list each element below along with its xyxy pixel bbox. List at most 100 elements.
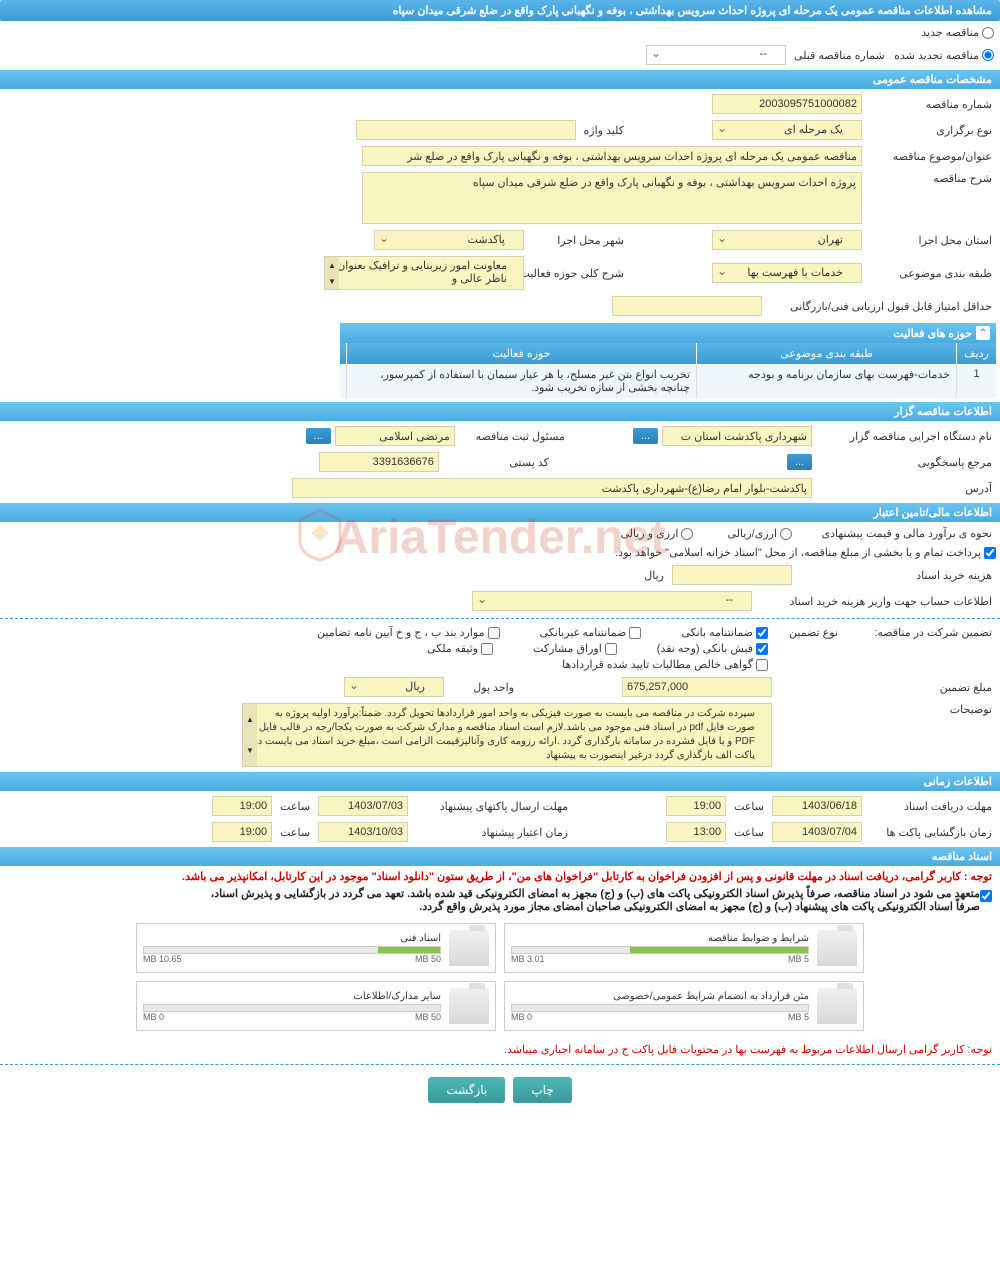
radio-new-label: مناقصه جدید [921,26,979,39]
receive-date: 1403/06/18 [772,796,862,816]
collapse-icon[interactable]: ⌃ [976,326,990,340]
cell-num: 1 [956,364,996,398]
radio-renewed-tender[interactable] [982,49,994,61]
folder-icon [817,988,857,1024]
payment-note: پرداخت تمام و یا بخشی از مبلغ مناقصه، از… [615,546,981,559]
activity-areas-title: حوزه های فعالیت [893,327,972,340]
address-label: آدرس [816,482,996,495]
time-label3: ساعت [730,826,768,839]
postal-label: کد پستی [443,456,553,469]
file-total: 50 MB [415,954,441,964]
renewed-row: مناقصه تجدید شده شماره مناقصه قبلی -- [0,42,1000,68]
separator-bottom [0,1064,1000,1065]
minscore-field[interactable] [612,296,762,316]
guarantee-type-label: نوع تضمین [772,626,842,639]
chk-property[interactable] [481,643,493,655]
file-used: 3.01 MB [511,954,545,964]
file-box-other[interactable]: سایر مدارک/اطلاعات 50 MB 0 MB [136,981,496,1031]
folder-icon [449,930,489,966]
category-select[interactable]: خدمات با فهرست بها [712,263,862,283]
file-name: سایر مدارک/اطلاعات [143,991,441,1002]
checkbox-treasury[interactable] [984,547,996,559]
remarks-field[interactable]: سپرده شرکت در مناقصه می بایست به صورت فی… [242,703,772,767]
progress-fill [630,947,808,953]
back-button[interactable]: بازگشت [428,1077,505,1103]
validity-date: 1403/10/03 [318,822,408,842]
doc-note2: متعهد می شود در اسناد مناقصه، صرفاً پذیر… [8,887,980,900]
cell-area: تخریب انواع بتن غیر مسلح، یا هر عیار سیم… [346,364,696,398]
org-name-field: شهرداری پاکدشت استان ت [662,426,812,446]
money-unit-select[interactable]: ریال [344,677,444,697]
type-select[interactable]: یک مرحله ای [712,120,862,140]
keyword-label: کلید واژه [580,124,628,137]
opening-label: زمان بازگشایی پاکت ها [866,826,996,839]
receive-time: 19:00 [666,796,726,816]
file-box-contract[interactable]: متن قرارداد به انضمام شرایط عمومی/خصوصی … [504,981,864,1031]
radio-forex[interactable] [780,528,792,540]
time-label1: ساعت [730,800,768,813]
section-organizer: اطلاعات مناقصه گزار [0,402,1000,421]
chk-bank[interactable] [756,627,768,639]
city-select[interactable]: پاکدشت [374,230,524,250]
chk-commitment[interactable] [980,890,992,902]
remarks-label: توضیحات [776,703,996,716]
activity-value: معاونت امور زیربنایی و ترافیک بعنوان ناظ… [337,260,507,285]
cell-category: خدمات-فهرست بهای سازمان برنامه و بودجه [696,364,956,398]
chk-clause[interactable] [488,627,500,639]
activity-scroll[interactable]: ▲▼ [325,257,339,289]
file-name: متن قرارداد به انضمام شرایط عمومی/خصوصی [511,991,809,1002]
table-row: 1 خدمات-فهرست بهای سازمان برنامه و بودجه… [340,364,996,398]
money-unit-label: واحد پول [448,681,518,694]
page-title: مشاهده اطلاعات مناقصه عمومی یک مرحله ای … [0,0,1000,21]
submit-label: مهلت ارسال پاکتهای پیشنهاد [412,800,572,813]
prev-number-label: شماره مناقصه قبلی [790,49,889,62]
doc-fee-unit: ریال [640,569,668,582]
doc-fee-label: هزینه خرید اسناد [796,569,996,582]
activity-field[interactable]: معاونت امور زیربنایی و ترافیک بعنوان ناظ… [324,256,524,290]
time-label4: ساعت [276,826,314,839]
radio-rial[interactable] [681,528,693,540]
desc-field: پروژه احداث سرویس بهداشتی ، بوفه و نگهبا… [362,172,862,224]
file-total: 50 MB [415,1012,441,1022]
city-label: شهر محل اجرا [528,234,628,247]
col-category: طبقه بندی موضوعی [696,343,956,364]
radio-renewed-label: مناقصه تجدید شده [894,49,979,62]
chk-nonbank[interactable] [629,627,641,639]
registrar-lookup-button[interactable]: ... [306,428,331,444]
prev-number-select[interactable]: -- [646,45,786,65]
contact-lookup-button[interactable]: ... [787,454,812,470]
chk-cash[interactable] [756,643,768,655]
doc-note3: صرفاً اسناد الکترونیکی پاکت های پیشنهاد … [8,900,980,913]
activity-table-header: ردیف طبقه بندی موضوعی حوزه فعالیت [340,343,996,364]
tender-status-group: مناقصه جدید [0,23,1000,42]
amount-field: 675,257,000 [622,677,772,697]
chk-claims[interactable] [756,659,768,671]
file-name: اسناد فنی [143,933,441,944]
province-select[interactable]: تهران [712,230,862,250]
minscore-label: حداقل امتیاز قابل قبول ارزیابی فنی/بازرگ… [766,300,996,313]
registrar-field: مرتضی اسلامی [335,426,455,446]
address-field: پاکدشت-بلوار امام رضا(ع)-شهرداری پاکدشت [292,478,812,498]
file-box-technical[interactable]: اسناد فنی 50 MB 10.65 MB [136,923,496,973]
remarks-scroll[interactable]: ▲▼ [243,704,257,766]
print-button[interactable]: چاپ [513,1077,571,1103]
chk-securities[interactable] [605,643,617,655]
radio-rial-label: ارزی و ریالی [620,527,678,540]
doc-fee-field[interactable] [672,565,792,585]
progress-fill [378,947,440,953]
validity-time: 19:00 [212,822,272,842]
org-name-label: نام دستگاه اجرایی مناقصه گزار [816,430,996,443]
org-lookup-button[interactable]: ... [633,428,658,444]
guarantee-label: تضمین شرکت در مناقصه: [846,626,996,639]
account-label: اطلاعات حساب جهت واریز هزینه خرید اسناد [756,595,996,608]
subject-label: عنوان/موضوع مناقصه [866,150,996,163]
radio-forex-label: ارزی/ریالی [727,527,777,540]
file-box-conditions[interactable]: شرایط و ضوابط مناقصه 5 MB 3.01 MB [504,923,864,973]
file-used: 0 MB [511,1012,532,1022]
radio-new-tender[interactable] [982,27,994,39]
desc-label: شرح مناقصه [866,172,996,185]
file-used: 0 MB [143,1012,164,1022]
section-time: اطلاعات زمانی [0,772,1000,791]
keyword-field[interactable] [356,120,576,140]
account-select[interactable]: -- [472,591,752,611]
